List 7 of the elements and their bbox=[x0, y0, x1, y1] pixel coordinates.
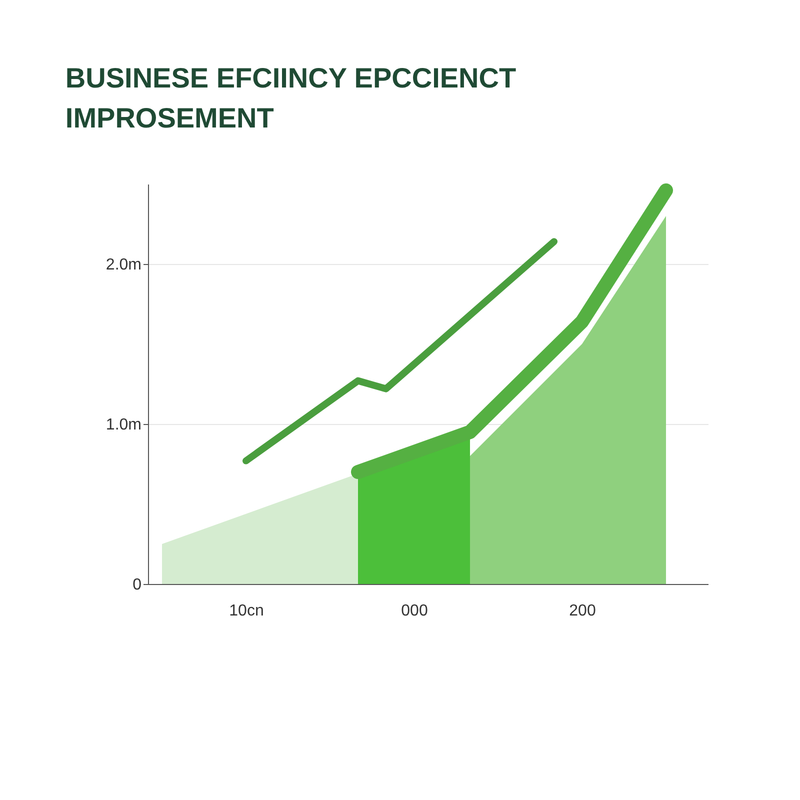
x-tick-label: 10cn bbox=[229, 602, 264, 620]
x-tick-label: 200 bbox=[569, 602, 596, 620]
chart-title: BUSINESE EFCIINCY EPCCIENCT IMPROSEMENT bbox=[65, 62, 516, 134]
y-tick-label: 2.0m bbox=[106, 256, 142, 274]
y-tick-label: 0 bbox=[132, 576, 142, 594]
x-tick-label: 000 bbox=[401, 602, 428, 620]
y-tick-label: 1.0m bbox=[106, 416, 142, 434]
